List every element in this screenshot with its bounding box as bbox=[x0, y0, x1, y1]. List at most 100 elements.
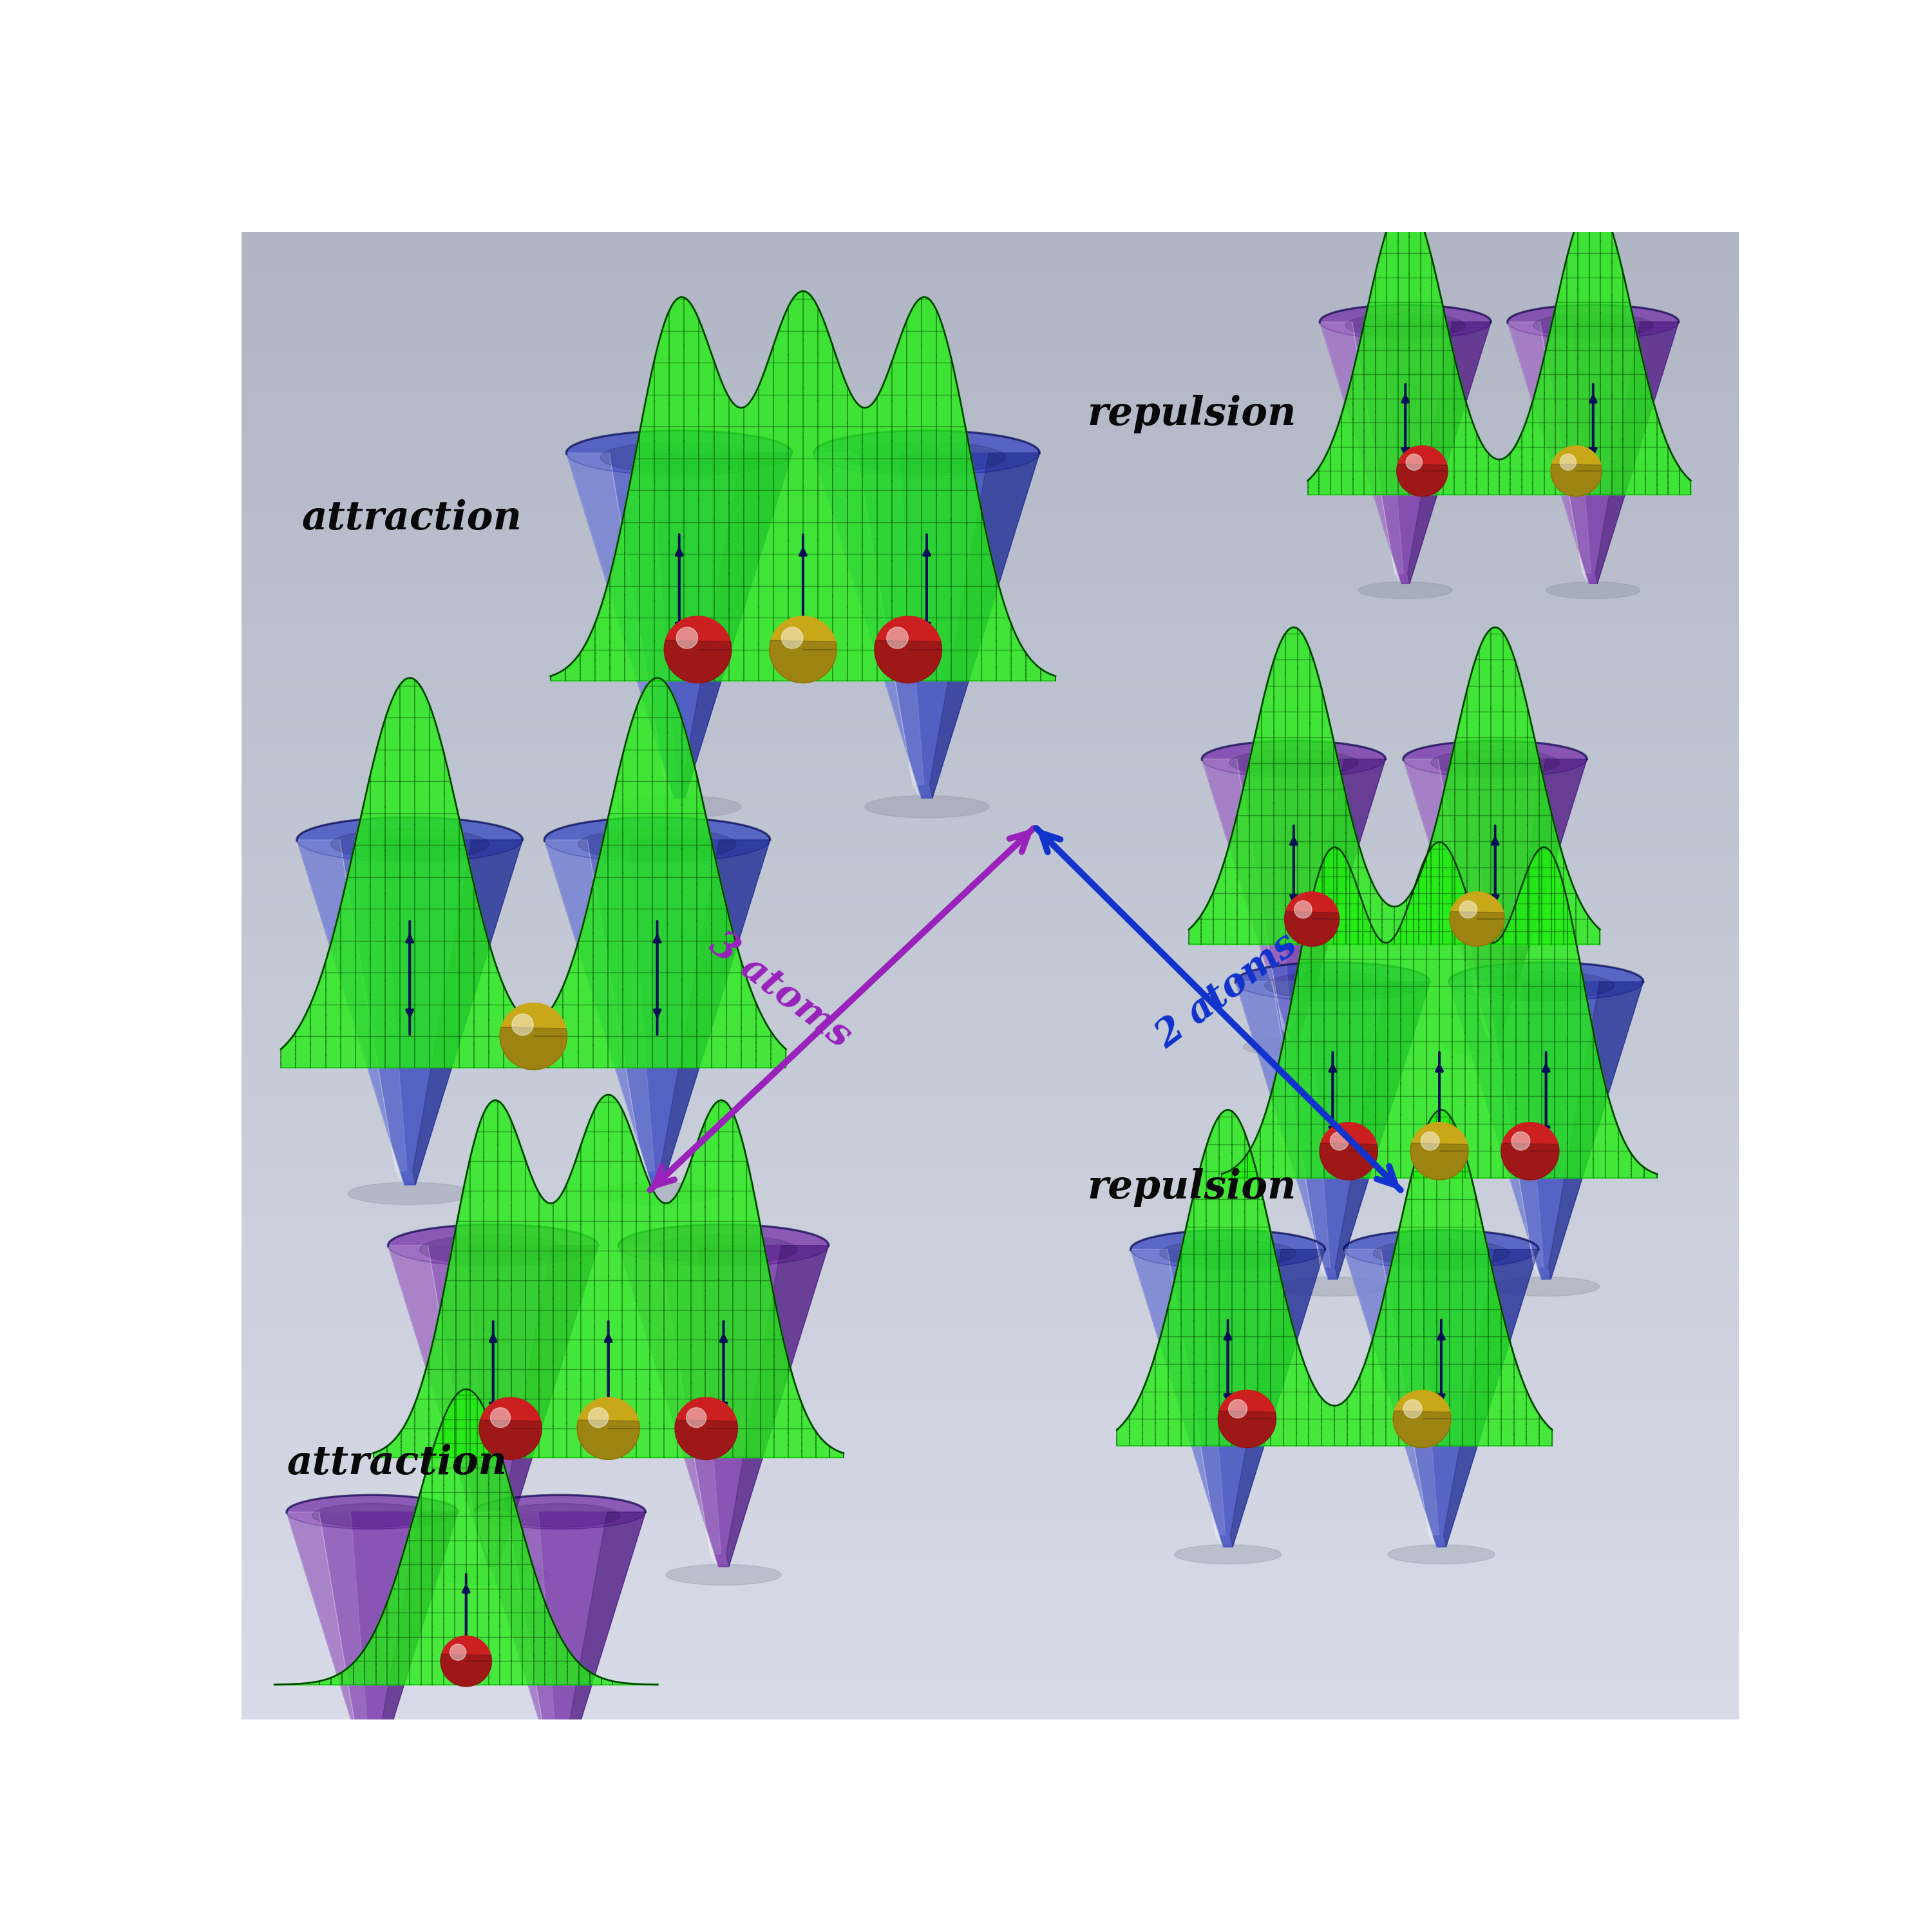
Polygon shape bbox=[388, 1246, 489, 1567]
Polygon shape bbox=[1387, 1546, 1495, 1563]
Polygon shape bbox=[618, 1225, 829, 1265]
Polygon shape bbox=[506, 1513, 558, 1764]
Polygon shape bbox=[1548, 981, 1644, 1279]
Polygon shape bbox=[616, 796, 742, 817]
Polygon shape bbox=[1335, 981, 1430, 1279]
Polygon shape bbox=[1546, 582, 1640, 599]
Polygon shape bbox=[1449, 981, 1644, 1279]
Polygon shape bbox=[566, 431, 792, 475]
Polygon shape bbox=[595, 1182, 719, 1206]
Polygon shape bbox=[298, 840, 404, 1184]
Polygon shape bbox=[1217, 1410, 1275, 1447]
Polygon shape bbox=[1374, 1240, 1509, 1267]
Polygon shape bbox=[1235, 981, 1327, 1279]
Polygon shape bbox=[500, 1503, 620, 1528]
Polygon shape bbox=[435, 1565, 551, 1584]
Polygon shape bbox=[667, 1565, 781, 1584]
Circle shape bbox=[512, 1014, 533, 1036]
Polygon shape bbox=[413, 840, 524, 1184]
Polygon shape bbox=[1235, 981, 1430, 1279]
Polygon shape bbox=[1273, 981, 1331, 1267]
Polygon shape bbox=[1296, 759, 1385, 1039]
Polygon shape bbox=[1320, 323, 1492, 583]
Circle shape bbox=[1397, 446, 1447, 497]
Polygon shape bbox=[1507, 323, 1588, 583]
Text: repulsion: repulsion bbox=[1088, 1169, 1296, 1208]
Polygon shape bbox=[1279, 1277, 1385, 1296]
Polygon shape bbox=[1235, 962, 1430, 1001]
Circle shape bbox=[587, 1408, 609, 1428]
Circle shape bbox=[1449, 893, 1505, 947]
Polygon shape bbox=[1236, 759, 1291, 1028]
Polygon shape bbox=[649, 1235, 798, 1264]
Polygon shape bbox=[1493, 1277, 1600, 1296]
Circle shape bbox=[1229, 1399, 1246, 1418]
Polygon shape bbox=[578, 1420, 639, 1459]
Polygon shape bbox=[1202, 759, 1385, 1039]
Polygon shape bbox=[813, 452, 1039, 798]
Polygon shape bbox=[1410, 1144, 1468, 1180]
Polygon shape bbox=[497, 1246, 599, 1567]
Polygon shape bbox=[1551, 464, 1602, 497]
Polygon shape bbox=[286, 1513, 367, 1774]
Circle shape bbox=[491, 1408, 510, 1428]
Text: attraction: attraction bbox=[301, 498, 522, 537]
Polygon shape bbox=[1345, 1250, 1538, 1548]
Polygon shape bbox=[1285, 912, 1339, 947]
Polygon shape bbox=[566, 452, 792, 798]
Polygon shape bbox=[514, 1772, 607, 1789]
Circle shape bbox=[769, 616, 837, 684]
Polygon shape bbox=[1320, 1144, 1378, 1180]
Polygon shape bbox=[578, 829, 736, 860]
Polygon shape bbox=[1393, 1410, 1451, 1447]
Polygon shape bbox=[1497, 759, 1586, 1039]
Circle shape bbox=[676, 628, 697, 649]
Polygon shape bbox=[1449, 962, 1644, 1001]
Polygon shape bbox=[1175, 1546, 1281, 1563]
Polygon shape bbox=[875, 639, 941, 684]
Circle shape bbox=[1501, 1122, 1559, 1180]
Polygon shape bbox=[856, 452, 923, 784]
Circle shape bbox=[1320, 1122, 1378, 1180]
Polygon shape bbox=[1403, 740, 1586, 777]
Polygon shape bbox=[1244, 1037, 1345, 1057]
Polygon shape bbox=[388, 1246, 599, 1567]
Polygon shape bbox=[348, 1182, 471, 1206]
Polygon shape bbox=[330, 829, 489, 860]
Polygon shape bbox=[1167, 1250, 1225, 1536]
Polygon shape bbox=[340, 840, 408, 1171]
Polygon shape bbox=[566, 452, 674, 798]
Polygon shape bbox=[1449, 981, 1542, 1279]
Polygon shape bbox=[562, 1513, 645, 1774]
Polygon shape bbox=[659, 1246, 721, 1553]
Polygon shape bbox=[1403, 759, 1490, 1039]
Circle shape bbox=[1511, 1132, 1530, 1150]
Polygon shape bbox=[1432, 750, 1559, 775]
Text: 2 atoms: 2 atoms bbox=[1150, 925, 1304, 1055]
Polygon shape bbox=[661, 840, 771, 1184]
Polygon shape bbox=[1352, 323, 1403, 574]
Circle shape bbox=[500, 1003, 568, 1070]
Circle shape bbox=[1551, 446, 1602, 497]
Circle shape bbox=[887, 628, 908, 649]
Polygon shape bbox=[1507, 323, 1679, 583]
Polygon shape bbox=[1130, 1231, 1325, 1269]
Circle shape bbox=[1393, 1389, 1451, 1447]
Polygon shape bbox=[388, 1225, 599, 1265]
Polygon shape bbox=[545, 817, 771, 862]
Polygon shape bbox=[1381, 1250, 1439, 1536]
Circle shape bbox=[1559, 454, 1577, 469]
Polygon shape bbox=[1501, 1144, 1559, 1180]
Circle shape bbox=[875, 616, 941, 684]
Polygon shape bbox=[1540, 323, 1590, 574]
Polygon shape bbox=[1231, 1250, 1325, 1548]
Polygon shape bbox=[419, 1235, 566, 1264]
Circle shape bbox=[674, 1397, 738, 1459]
Circle shape bbox=[686, 1408, 707, 1428]
Text: 3 atoms: 3 atoms bbox=[703, 925, 858, 1055]
Circle shape bbox=[1217, 1389, 1275, 1447]
Polygon shape bbox=[1130, 1250, 1325, 1548]
Polygon shape bbox=[1397, 464, 1447, 497]
Polygon shape bbox=[618, 1246, 829, 1567]
Circle shape bbox=[1285, 893, 1339, 947]
